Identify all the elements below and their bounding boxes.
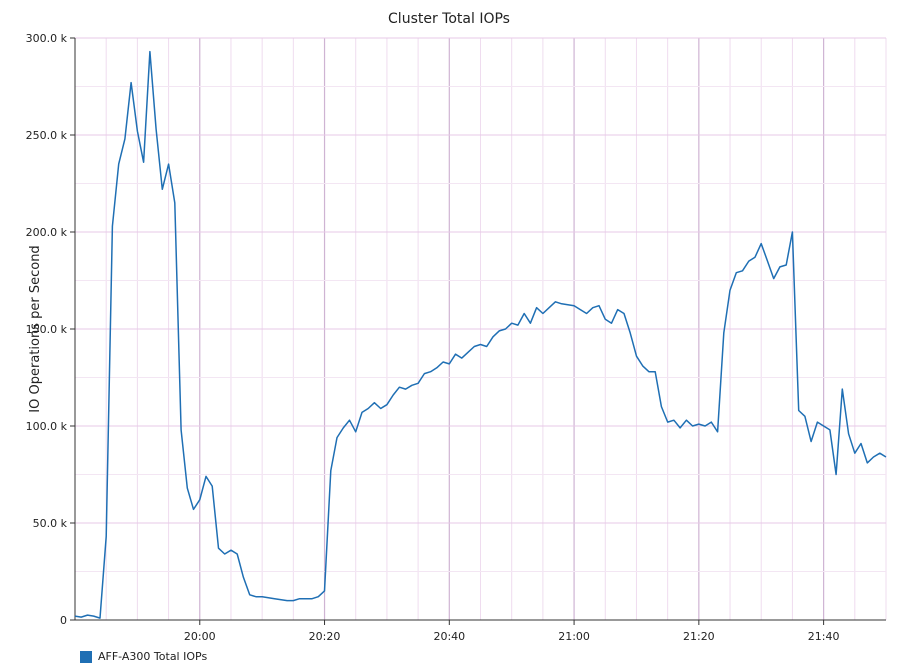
grid	[75, 37, 887, 620]
x-tick-label: 20:40	[433, 630, 465, 643]
x-tick-label: 21:40	[808, 630, 840, 643]
y-tick-label: 50.0 k	[33, 517, 68, 530]
x-tick-label: 21:20	[683, 630, 715, 643]
legend[interactable]: AFF-A300 Total IOPs	[80, 650, 207, 663]
y-tick-label: 200.0 k	[26, 226, 68, 239]
x-tick-label: 20:00	[184, 630, 216, 643]
chart-title: Cluster Total IOPs	[388, 11, 510, 27]
y-tick-label: 250.0 k	[26, 129, 68, 142]
x-ticks: 20:00 20:20 20:40 21:00 21:20 21:40	[184, 620, 840, 643]
y-ticks: 0 50.0 k 100.0 k 150.0 k 200.0 k 250.0 k 300.0…	[26, 32, 75, 627]
series	[74, 50, 887, 619]
legend-swatch	[80, 650, 92, 663]
series-line	[74, 50, 887, 619]
legend-label: AFF-A300 Total IOPs	[98, 650, 208, 663]
y-tick-label: 300.0 k	[26, 32, 68, 45]
x-tick-label: 20:20	[309, 630, 341, 643]
y-axis-label: IO Operations per Second	[28, 245, 43, 412]
y-tick-label: 0	[60, 614, 67, 627]
x-tick-label: 21:00	[558, 630, 590, 643]
y-tick-label: 100.0 k	[26, 420, 68, 433]
y-tick-label: 150.0 k	[26, 323, 68, 336]
